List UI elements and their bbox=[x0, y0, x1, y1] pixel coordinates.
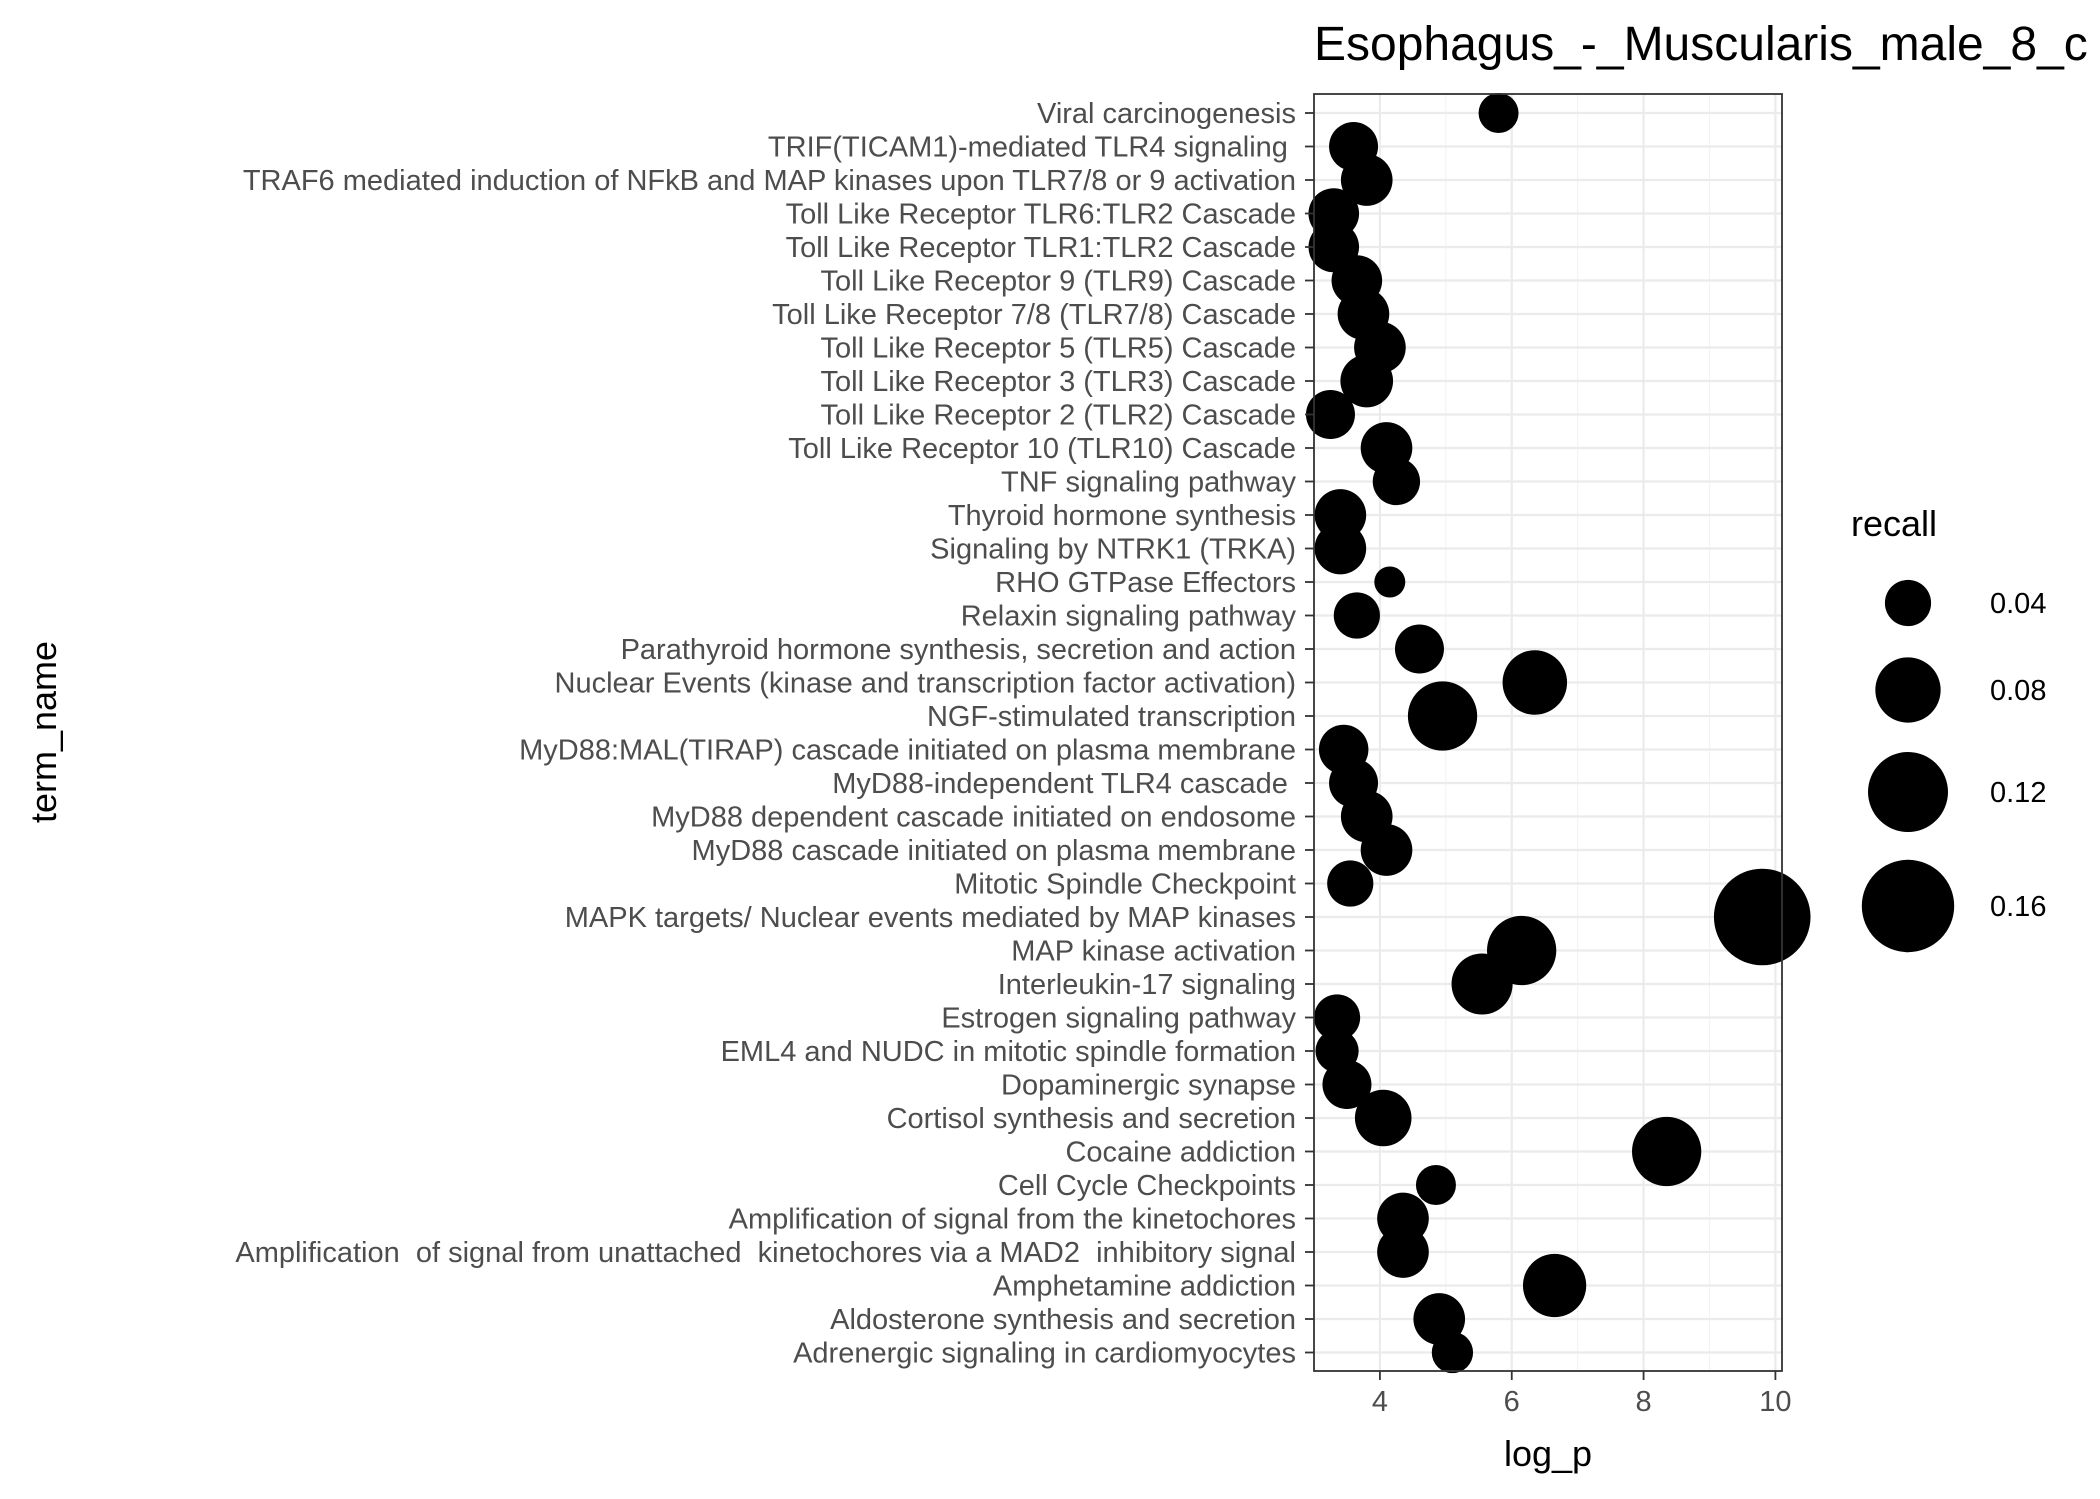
legend-key bbox=[1884, 579, 1932, 627]
legend-label: 0.08 bbox=[1990, 675, 2046, 707]
data-point bbox=[1415, 1165, 1456, 1205]
y-tick-label: Signaling by NTRK1 (TRKA) bbox=[930, 534, 1296, 566]
legend-label: 0.12 bbox=[1990, 777, 2046, 809]
y-tick-label: Parathyroid hormone synthesis, secretion… bbox=[621, 634, 1296, 666]
data-points bbox=[1305, 93, 1811, 1374]
y-tick-label: RHO GTPase Effectors bbox=[995, 567, 1296, 599]
y-tick-label: TNF signaling pathway bbox=[1001, 467, 1296, 499]
y-tick-label: Toll Like Receptor 3 (TLR3) Cascade bbox=[821, 366, 1296, 398]
data-point bbox=[1322, 1060, 1372, 1109]
y-tick-label: Nuclear Events (kinase and transcription… bbox=[555, 668, 1296, 700]
x-tick-label: 6 bbox=[1504, 1386, 1520, 1418]
data-point bbox=[1313, 994, 1361, 1041]
legend-key bbox=[1875, 657, 1941, 723]
data-point bbox=[1451, 953, 1513, 1015]
y-tick-label: Cocaine addiction bbox=[1065, 1137, 1296, 1169]
data-point bbox=[1340, 154, 1393, 206]
y-tick-label: Cortisol synthesis and secretion bbox=[887, 1103, 1296, 1135]
x-tick-label: 8 bbox=[1636, 1386, 1652, 1418]
y-tick-label: Aldosterone synthesis and secretion bbox=[830, 1304, 1296, 1336]
legend-label: 0.16 bbox=[1990, 891, 2046, 923]
y-tick-label: MyD88-independent TLR4 cascade bbox=[832, 768, 1296, 800]
y-tick-label: EML4 and NUDC in mitotic spindle formati… bbox=[721, 1036, 1296, 1068]
y-tick-label: Interleukin-17 signaling bbox=[998, 969, 1296, 1001]
y-tick-label: Toll Like Receptor 10 (TLR10) Cascade bbox=[788, 433, 1296, 465]
data-point bbox=[1333, 592, 1380, 639]
plot-border bbox=[1313, 93, 1783, 1372]
x-axis-ticks: 4 6 8 10 bbox=[1372, 1371, 1792, 1418]
y-tick-label: Thyroid hormone synthesis bbox=[948, 500, 1296, 532]
legend-label: 0.04 bbox=[1990, 588, 2046, 620]
data-point bbox=[1502, 650, 1568, 715]
legend-title: recall bbox=[1851, 503, 1937, 544]
data-point bbox=[1327, 860, 1374, 907]
data-point bbox=[1377, 1226, 1429, 1278]
y-tick-label: Toll Like Receptor TLR6:TLR2 Cascade bbox=[786, 199, 1296, 231]
data-point bbox=[1354, 1089, 1412, 1147]
plot-background bbox=[1314, 94, 1782, 1371]
y-tick-label: Toll Like Receptor 7/8 (TLR7/8) Cascade bbox=[772, 299, 1296, 331]
y-tick-label: MAP kinase activation bbox=[1011, 936, 1296, 968]
data-point bbox=[1478, 93, 1519, 133]
y-tick-label: MAPK targets/ Nuclear events mediated by… bbox=[565, 902, 1296, 934]
y-tick-label: Amplification of signal from the kinetoc… bbox=[729, 1204, 1296, 1236]
y-tick-label: Amplification of signal from unattached … bbox=[235, 1237, 1296, 1269]
data-point bbox=[1372, 457, 1421, 506]
data-point bbox=[1340, 354, 1394, 408]
x-tick-label: 4 bbox=[1372, 1386, 1388, 1418]
data-point bbox=[1713, 868, 1811, 966]
data-point bbox=[1431, 1331, 1474, 1374]
data-point bbox=[1632, 1116, 1702, 1187]
y-tick-label: Toll Like Receptor 2 (TLR2) Cascade bbox=[821, 400, 1296, 432]
y-tick-label: Adrenergic signaling in cardiomyocytes bbox=[793, 1338, 1296, 1370]
x-tick-label: 10 bbox=[1759, 1386, 1791, 1418]
chart-title: Esophagus_-_Muscularis_male_8_c bbox=[1314, 18, 2088, 71]
y-tick-label: Estrogen signaling pathway bbox=[941, 1003, 1296, 1035]
y-tick-label: Viral carcinogenesis bbox=[1037, 98, 1296, 130]
y-tick-label: TRAF6 mediated induction of NFkB and MAP… bbox=[243, 165, 1296, 197]
data-point bbox=[1360, 824, 1413, 876]
y-tick-label: Toll Like Receptor 5 (TLR5) Cascade bbox=[821, 333, 1296, 365]
data-point bbox=[1522, 1253, 1587, 1318]
legend-key bbox=[1861, 859, 1955, 953]
data-point bbox=[1314, 522, 1367, 575]
data-point bbox=[1374, 566, 1406, 598]
y-tick-label: Relaxin signaling pathway bbox=[961, 601, 1297, 633]
y-tick-label: Amphetamine addiction bbox=[993, 1271, 1296, 1303]
data-point bbox=[1305, 390, 1355, 439]
y-axis-title: term_name bbox=[23, 641, 64, 823]
y-tick-label: MyD88 cascade initiated on plasma membra… bbox=[692, 835, 1296, 867]
y-tick-label: TRIF(TICAM1)-mediated TLR4 signaling bbox=[768, 132, 1296, 164]
size-legend: recall 0.04 0.08 0.12 0.16 bbox=[1851, 503, 2046, 953]
data-point bbox=[1407, 681, 1478, 751]
y-tick-label: MyD88 dependent cascade initiated on end… bbox=[651, 802, 1296, 834]
legend-items: 0.04 0.08 0.12 0.16 bbox=[1861, 579, 2046, 953]
y-tick-label: Toll Like Receptor 9 (TLR9) Cascade bbox=[821, 266, 1296, 298]
y-axis-ticks: Viral carcinogenesisTRIF(TICAM1)-mediate… bbox=[235, 98, 1314, 1370]
legend-key bbox=[1868, 752, 1948, 832]
y-tick-label: NGF-stimulated transcription bbox=[927, 701, 1296, 733]
y-tick-label: MyD88:MAL(TIRAP) cascade initiated on pl… bbox=[519, 735, 1296, 767]
y-tick-label: Dopaminergic synapse bbox=[1001, 1070, 1296, 1102]
plot-panel bbox=[1305, 93, 1811, 1374]
y-tick-label: Mitotic Spindle Checkpoint bbox=[954, 869, 1296, 901]
y-tick-label: Cell Cycle Checkpoints bbox=[998, 1170, 1296, 1202]
x-axis-title: log_p bbox=[1504, 1433, 1592, 1474]
y-tick-label: Toll Like Receptor TLR1:TLR2 Cascade bbox=[786, 232, 1296, 264]
data-point bbox=[1394, 624, 1444, 674]
